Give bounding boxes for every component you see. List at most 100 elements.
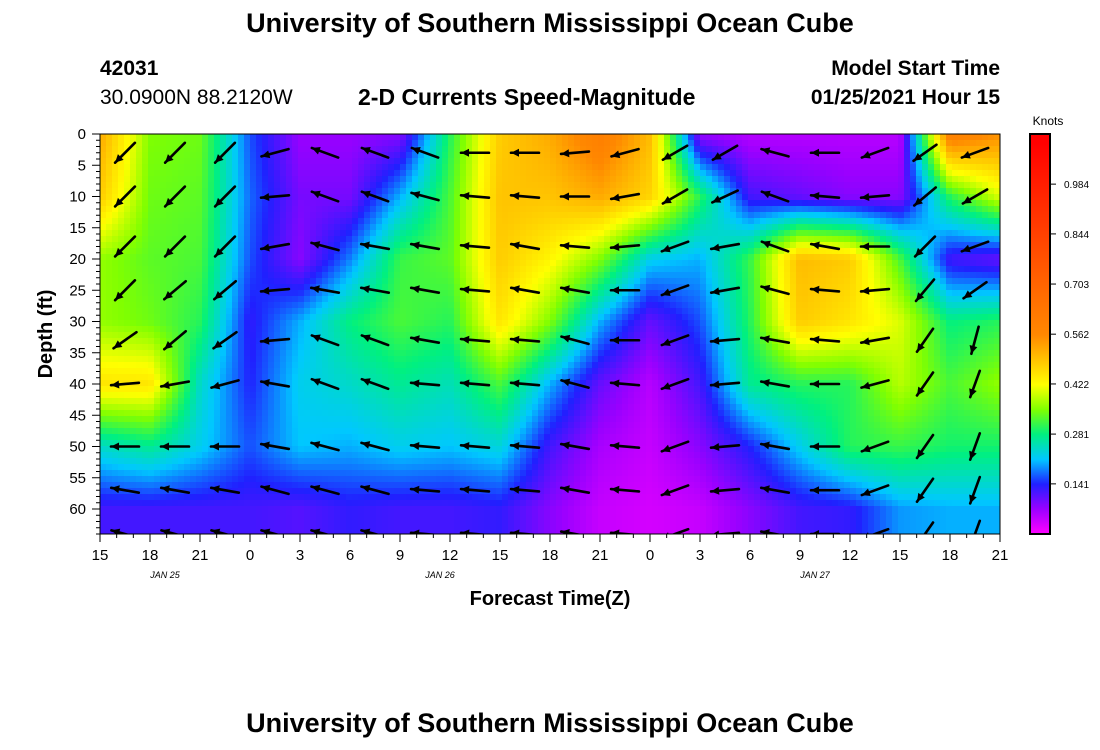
speed-cell — [106, 422, 113, 429]
speed-cell — [190, 170, 197, 177]
speed-cell — [316, 254, 323, 261]
speed-cell — [454, 206, 461, 213]
speed-cell — [346, 416, 353, 423]
speed-cell — [244, 332, 251, 339]
speed-cell — [142, 308, 149, 315]
speed-cell — [220, 284, 227, 291]
speed-cell — [520, 518, 527, 525]
speed-cell — [478, 482, 485, 489]
speed-cell — [328, 206, 335, 213]
speed-cell — [544, 224, 551, 231]
speed-cell — [298, 314, 305, 321]
speed-cell — [100, 272, 107, 279]
speed-cell — [424, 308, 431, 315]
speed-cell — [238, 506, 245, 513]
speed-cell — [106, 194, 113, 201]
speed-cell — [418, 176, 425, 183]
speed-cell — [400, 308, 407, 315]
speed-cell — [244, 308, 251, 315]
speed-cell — [214, 296, 221, 303]
speed-cell — [184, 404, 191, 411]
speed-cell — [352, 506, 359, 513]
speed-cell — [448, 446, 455, 453]
speed-cell — [232, 428, 239, 435]
speed-cell — [460, 344, 467, 351]
speed-cell — [472, 170, 479, 177]
speed-cell — [226, 314, 233, 321]
speed-cell — [454, 338, 461, 345]
speed-cell — [352, 470, 359, 477]
speed-cell — [130, 404, 137, 411]
speed-cell — [520, 314, 527, 321]
speed-cell — [142, 482, 149, 489]
speed-cell — [142, 320, 149, 327]
speed-cell — [394, 446, 401, 453]
speed-cell — [310, 158, 317, 165]
speed-cell — [520, 140, 527, 147]
speed-cell — [496, 278, 503, 285]
speed-cell — [484, 446, 491, 453]
speed-cell — [274, 224, 281, 231]
speed-cell — [280, 398, 287, 405]
speed-cell — [454, 308, 461, 315]
speed-cell — [532, 368, 539, 375]
speed-cell — [382, 392, 389, 399]
speed-cell — [340, 464, 347, 471]
speed-cell — [502, 440, 509, 447]
speed-cell — [178, 152, 185, 159]
speed-cell — [448, 404, 455, 411]
speed-cell — [142, 230, 149, 237]
speed-cell — [496, 338, 503, 345]
speed-cell — [346, 302, 353, 309]
speed-cell — [112, 188, 119, 195]
speed-cell — [286, 284, 293, 291]
speed-cell — [172, 416, 179, 423]
speed-cell — [490, 182, 497, 189]
speed-cell — [322, 464, 329, 471]
speed-cell — [400, 518, 407, 525]
speed-cell — [478, 248, 485, 255]
speed-cell — [322, 482, 329, 489]
speed-cell — [160, 500, 167, 507]
speed-cell — [478, 242, 485, 249]
speed-cell — [322, 158, 329, 165]
speed-cell — [172, 152, 179, 159]
speed-cell — [430, 356, 437, 363]
speed-cell — [208, 506, 215, 513]
speed-cell — [196, 140, 203, 147]
speed-cell — [322, 512, 329, 519]
speed-cell — [250, 140, 257, 147]
speed-cell — [292, 422, 299, 429]
speed-cell — [508, 230, 515, 237]
speed-cell — [190, 530, 197, 534]
speed-cell — [346, 356, 353, 363]
speed-cell — [238, 242, 245, 249]
speed-cell — [472, 464, 479, 471]
speed-cell — [130, 530, 137, 534]
speed-cell — [130, 356, 137, 363]
speed-cell — [454, 194, 461, 201]
speed-cell — [280, 440, 287, 447]
speed-cell — [490, 494, 497, 501]
speed-cell — [172, 272, 179, 279]
speed-cell — [358, 248, 365, 255]
speed-cell — [454, 302, 461, 309]
speed-cell — [388, 482, 395, 489]
speed-cell — [532, 266, 539, 273]
speed-cell — [322, 236, 329, 243]
speed-cell — [184, 464, 191, 471]
speed-cell — [166, 278, 173, 285]
speed-cell — [400, 428, 407, 435]
speed-cell — [472, 236, 479, 243]
speed-cell — [412, 212, 419, 219]
speed-cell — [394, 284, 401, 291]
speed-cell — [244, 224, 251, 231]
speed-cell — [328, 224, 335, 231]
speed-cell — [352, 446, 359, 453]
speed-cell — [112, 230, 119, 237]
speed-cell — [322, 530, 329, 534]
speed-cell — [238, 194, 245, 201]
speed-cell — [424, 146, 431, 153]
speed-cell — [514, 200, 521, 207]
speed-cell — [142, 458, 149, 465]
